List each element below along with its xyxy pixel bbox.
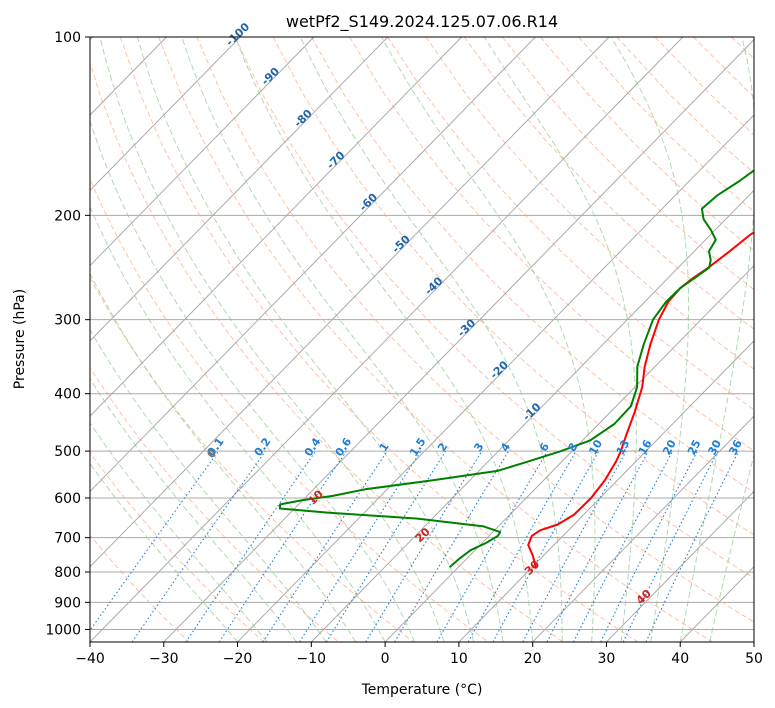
x-axis-label: Temperature (°C)	[361, 682, 483, 698]
mixing-ratio-line	[218, 450, 347, 642]
moist-adiabat-line	[90, 272, 357, 642]
x-tick-label: −20	[223, 651, 253, 667]
isotherm-line	[90, 37, 315, 267]
moist-adiabat-line	[99, 37, 445, 642]
isotherm-line	[384, 264, 754, 642]
dry-adiabat-line	[158, 37, 713, 642]
plot-frame	[89, 36, 755, 643]
y-tick-label: 700	[54, 531, 81, 547]
x-tick-label: 50	[745, 651, 763, 667]
y-tick-label: 900	[54, 595, 81, 611]
mixing-ratio-line	[185, 450, 316, 642]
isotherm-line	[90, 37, 536, 493]
dry-adiabat-line	[234, 37, 754, 579]
isotherm-line	[90, 37, 462, 417]
x-tick-label: −10	[297, 651, 327, 667]
isotherm-line	[532, 415, 754, 642]
moist-adiabat-line	[90, 205, 386, 642]
isotherm-line	[237, 114, 754, 642]
dry-adiabat-line	[310, 37, 754, 494]
dry-adiabat-line	[90, 178, 489, 642]
moist-adiabat-line	[136, 37, 475, 642]
dry-adiabat-line	[196, 37, 754, 623]
isotherm-line	[606, 490, 754, 642]
isotherm-line	[310, 189, 754, 642]
y-tick-label: 200	[54, 208, 81, 224]
x-tick-label: −40	[75, 651, 105, 667]
dry-adiabat-line	[90, 534, 190, 642]
mixing-ratio-line	[600, 450, 698, 642]
y-tick-label: 500	[54, 444, 81, 460]
y-tick-label: 400	[54, 387, 81, 403]
y-tick-label: 800	[54, 565, 81, 581]
mixing-ratio-label: 30	[706, 437, 725, 457]
y-tick-label: 1000	[45, 622, 81, 638]
moist-adiabat-line	[90, 422, 268, 642]
dry-adiabat-line	[90, 60, 564, 642]
mixing-ratio-label: 25	[685, 438, 704, 458]
series-layer	[278, 169, 754, 568]
temperature-profile-line	[527, 231, 754, 568]
mixing-ratio-line	[299, 450, 422, 642]
mixing-ratio-line	[522, 450, 627, 642]
mixing-ratio-line	[90, 450, 219, 632]
y-tick-label: 300	[54, 313, 81, 329]
dry-adiabat-line	[90, 366, 339, 642]
moist-adiabat-line	[90, 462, 238, 642]
x-tick-label: −30	[149, 651, 179, 667]
moist-adiabat-line	[90, 328, 327, 642]
mixing-ratio-line	[262, 450, 388, 642]
isotherm-line	[458, 340, 754, 642]
x-tick-label: 20	[524, 651, 542, 667]
moist-adiabat-line	[381, 37, 596, 642]
mixing-ratio-line	[365, 450, 483, 642]
mixing-ratio-line	[467, 450, 577, 642]
isotherm-line	[163, 39, 754, 642]
dry-adiabat-line	[272, 37, 754, 536]
dewpoint-profile-line	[278, 169, 754, 568]
y-axis-label: Pressure (hPa)	[12, 289, 28, 389]
mixing-ratio-line	[622, 450, 719, 642]
mixing-ratio-label: 36	[726, 437, 745, 457]
moist-adiabat-line	[483, 37, 637, 642]
isotherm-line	[90, 37, 610, 568]
dry-adiabat-line	[119, 37, 639, 642]
moist-adiabat-line	[181, 37, 504, 642]
grid-layer	[90, 37, 754, 642]
moist-adiabat-line	[299, 37, 563, 642]
x-tick-label: 0	[381, 651, 390, 667]
x-tick-label: 40	[671, 651, 689, 667]
moist-adiabat-line	[234, 37, 534, 642]
dry-adiabat-line	[349, 37, 754, 452]
x-tick-label: 30	[598, 651, 616, 667]
moist-adiabat-line	[679, 37, 754, 642]
y-tick-label: 600	[54, 491, 81, 507]
isotherm-line	[90, 37, 241, 192]
y-axis: 100 200 300 400 500 600 700 800 900 1000	[45, 30, 90, 638]
isotherm-line	[90, 37, 389, 342]
mixing-ratio-line	[131, 450, 266, 642]
isotherm-line	[90, 37, 684, 642]
chart-title: wetPf2_S149.2024.125.07.06.R14	[286, 12, 558, 32]
x-tick-label: 10	[450, 651, 468, 667]
x-axis: −40 −30 −20 −10 0 10 20 30 40 50	[75, 642, 763, 667]
moist-adiabat-line	[90, 119, 416, 642]
y-tick-label: 100	[54, 30, 81, 46]
